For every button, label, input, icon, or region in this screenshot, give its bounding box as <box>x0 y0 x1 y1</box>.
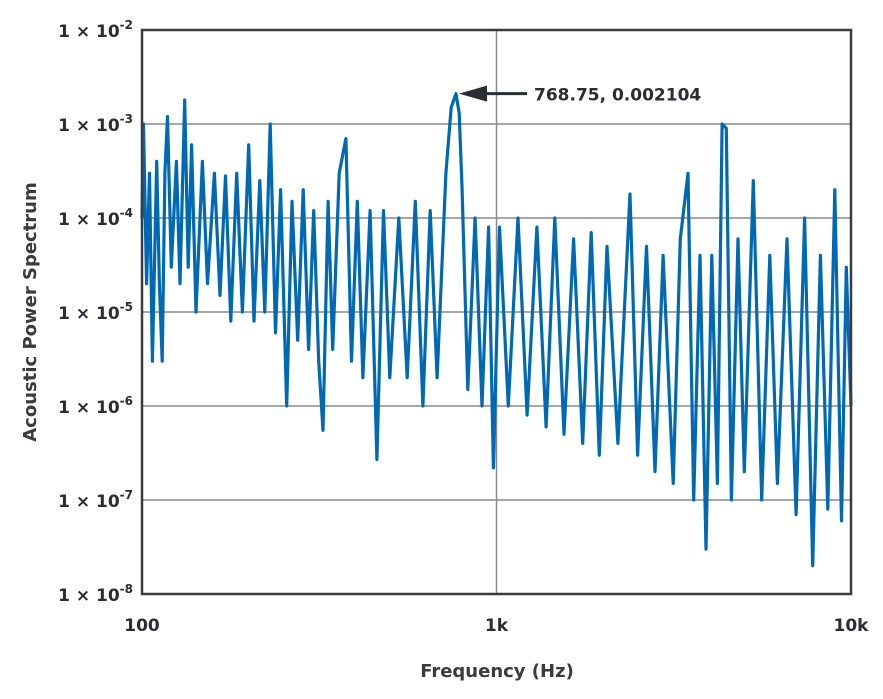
x-tick-label: 10k <box>834 616 870 636</box>
annotation-label: 768.75, 0.002104 <box>534 86 701 106</box>
y-tick-labels: 1 × 10-2 1 × 10-3 1 × 10-4 1 × 10-5 1 × 10-6… <box>58 18 133 606</box>
y-tick-label: 1 × 10-4 <box>58 206 133 230</box>
y-tick-label: 1 × 10-3 <box>58 112 133 136</box>
series <box>140 92 853 568</box>
x-tick-label: 1k <box>485 616 509 636</box>
x-tick-label: 100 <box>124 616 160 636</box>
x-tick-labels: 100 1k 10k <box>124 616 869 636</box>
spectrum-line <box>140 92 853 568</box>
y-tick-label: 1 × 10-6 <box>58 394 133 418</box>
plot-frame <box>140 28 853 596</box>
annotation-arrowhead <box>459 85 488 102</box>
annotation: 768.75, 0.002104 <box>459 85 701 106</box>
y-tick-label: 1 × 10-5 <box>58 300 133 324</box>
y-tick-label: 1 × 10-7 <box>58 488 133 512</box>
y-axis-label: Acoustic Power Spectrum <box>20 182 41 442</box>
x-axis-label: Frequency (Hz) <box>420 661 574 682</box>
y-tick-label: 1 × 10-8 <box>58 582 133 606</box>
y-tick-label: 1 × 10-2 <box>58 18 133 42</box>
